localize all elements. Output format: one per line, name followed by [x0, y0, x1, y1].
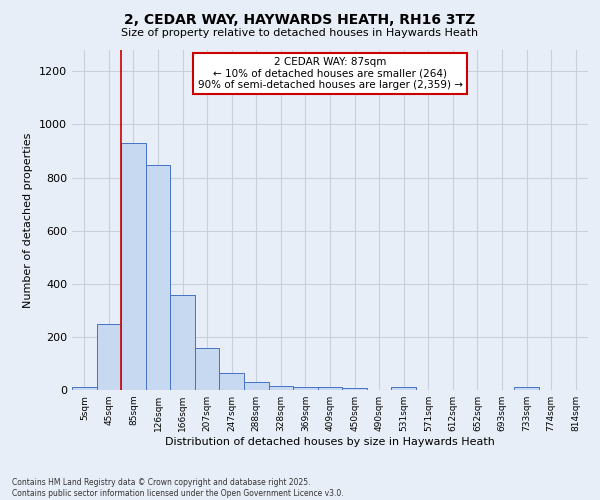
Bar [121, 143, 146, 390]
Bar [293, 387, 318, 390]
Bar [220, 372, 244, 390]
Bar [146, 165, 170, 390]
Bar [244, 382, 269, 390]
Text: Size of property relative to detached houses in Haywards Heath: Size of property relative to detached ho… [121, 28, 479, 38]
Y-axis label: Number of detached properties: Number of detached properties [23, 132, 34, 308]
Bar [72, 388, 97, 390]
Bar [342, 388, 367, 390]
Bar [514, 387, 539, 390]
Bar [97, 324, 121, 390]
Bar [318, 387, 342, 390]
X-axis label: Distribution of detached houses by size in Haywards Heath: Distribution of detached houses by size … [165, 437, 495, 447]
Text: 2 CEDAR WAY: 87sqm
← 10% of detached houses are smaller (264)
90% of semi-detach: 2 CEDAR WAY: 87sqm ← 10% of detached hou… [197, 57, 463, 90]
Bar [391, 387, 416, 390]
Text: 2, CEDAR WAY, HAYWARDS HEATH, RH16 3TZ: 2, CEDAR WAY, HAYWARDS HEATH, RH16 3TZ [124, 12, 476, 26]
Bar [170, 295, 195, 390]
Bar [269, 386, 293, 390]
Bar [195, 348, 220, 390]
Text: Contains HM Land Registry data © Crown copyright and database right 2025.
Contai: Contains HM Land Registry data © Crown c… [12, 478, 344, 498]
